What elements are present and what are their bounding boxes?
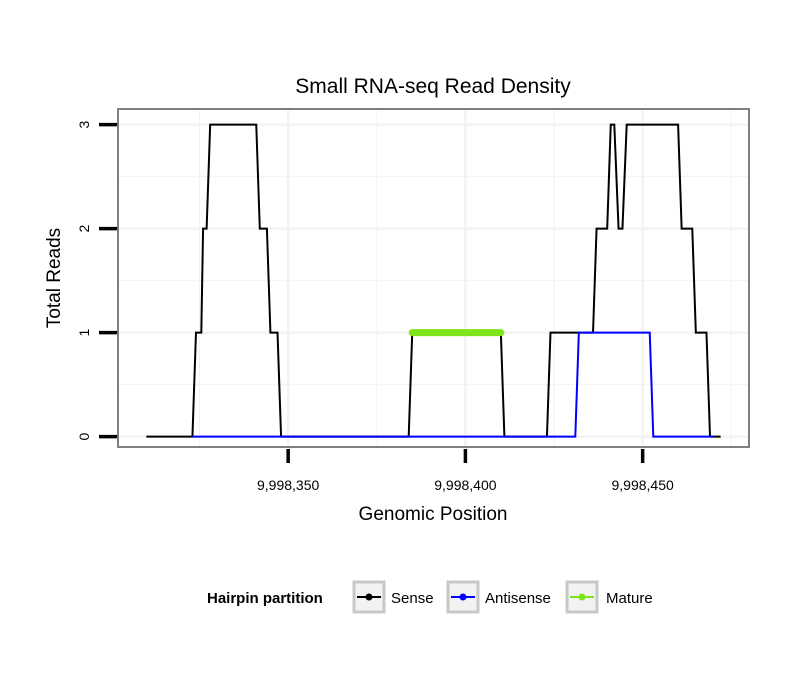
legend-item-sense: Sense (352, 580, 434, 614)
y-tick-label: 2 (76, 224, 92, 232)
x-axis: 9,998,350 9,998,400 9,998,450 (257, 449, 674, 493)
legend-title: Hairpin partition (207, 590, 323, 607)
legend-marker-mature (578, 593, 586, 601)
y-axis: 0 1 2 3 (76, 120, 117, 440)
legend-marker-sense (365, 593, 373, 601)
y-tick-label: 1 (76, 328, 92, 336)
y-tick-label: 3 (76, 120, 92, 128)
plot-border (117, 108, 750, 448)
y-axis-label: Total Reads (44, 228, 65, 328)
plot-panel (118, 109, 749, 447)
legend-item-antisense: Antisense (446, 580, 551, 614)
x-axis-label: Genomic Position (359, 504, 508, 525)
y-tick-label: 0 (76, 432, 92, 440)
series-layer (146, 123, 721, 438)
x-tick-label: 9,998,350 (257, 477, 319, 493)
legend: Hairpin partition Sense Antisense Mature (207, 580, 653, 614)
x-tick-label: 9,998,400 (434, 477, 496, 493)
legend-marker-antisense (459, 593, 467, 601)
chart-title: Small RNA-seq Read Density (295, 75, 571, 98)
legend-label-antisense: Antisense (485, 590, 551, 607)
x-tick-label: 9,998,450 (612, 477, 674, 493)
legend-label-sense: Sense (391, 590, 434, 607)
series-line-antisense (192, 331, 714, 438)
legend-item-mature: Mature (565, 580, 653, 614)
legend-label-mature: Mature (606, 590, 653, 607)
